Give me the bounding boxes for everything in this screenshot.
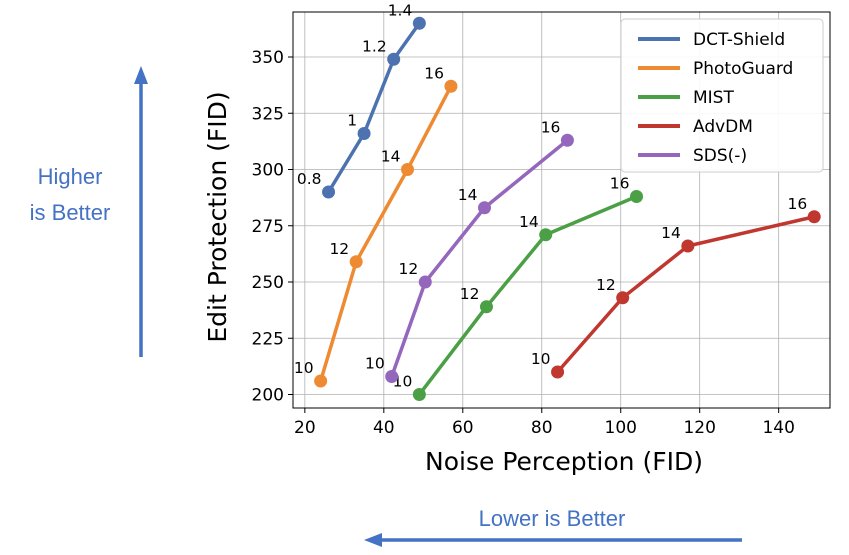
data-point-sds [385,370,399,383]
point-label-advdm: 14 [661,224,681,242]
point-label-sds: 10 [365,355,385,373]
point-label-dct-shield: 1.2 [362,37,387,55]
legend-label-photoguard: PhotoGuard [693,59,793,79]
data-point-advdm [551,365,565,379]
data-point-mist [539,228,553,242]
lower-label: Lower is Better [479,506,626,531]
y-tick-label: 250 [252,273,284,293]
point-label-sds: 12 [399,260,419,278]
x-tick-label: 40 [373,418,395,438]
series-advdm: 10 12 14 16 [531,195,821,379]
series-line-advdm [556,215,815,374]
series-group: 0.811.21.4101214161012141610121416101214… [294,1,821,401]
y-axis-title: Edit Protection (FID) [203,91,232,342]
legend: DCT-Shield PhotoGuard MIST AdvDM SDS(-) [620,18,824,173]
data-point-photoguard [444,79,458,93]
y-tick-label: 225 [252,329,284,349]
series-sds: 10 12 14 16 [365,118,574,383]
y-tick-label: 275 [252,217,284,237]
data-point-dct-shield [387,52,401,66]
data-point-mist [412,388,426,401]
plot-frame [292,11,831,409]
data-point-mist [630,190,644,203]
data-point-sds [418,275,432,289]
series-mist: 10 12 14 16 [393,175,644,401]
data-point-mist [479,300,493,314]
x-tick-label: 80 [531,418,553,438]
higher-line-2: is Better [30,200,111,225]
x-tick-label: 100 [605,418,637,438]
data-point-photoguard [349,255,363,269]
x-tick-label: 20 [294,418,316,438]
x-tick-label: 60 [452,418,474,438]
series-line-photoguard [318,85,453,382]
lower-is-better-annotation: Lower is Better [364,506,742,547]
axis-ticks: 20 40 60 80 100 120 140 200 225 250 275 300 325 350 [252,48,795,438]
point-label-advdm: 12 [596,276,616,294]
series-photoguard: 10 12 14 16 [294,64,458,388]
point-label-dct-shield: 1.4 [388,1,413,19]
y-tick-label: 200 [252,386,284,406]
higher-line-1: Higher [38,164,103,189]
legend-label-mist: MIST [693,88,734,108]
series-line-mist [417,194,638,396]
point-label-dct-shield: 1 [347,112,357,130]
y-tick-label: 300 [252,161,284,181]
point-label-advdm: 10 [531,350,551,368]
legend-label-dct-shield: DCT-Shield [693,30,785,50]
series-line-sds [390,138,569,378]
y-tick-label: 325 [252,104,284,124]
up-arrow-head [134,66,148,84]
data-point-advdm [616,291,630,305]
legend-label-sds: SDS(-) [693,146,747,166]
data-point-photoguard [314,374,328,388]
x-axis-title: Noise Perception (FID) [425,447,703,476]
data-point-advdm [681,239,695,253]
data-point-photoguard [401,163,415,176]
data-point-sds [478,201,492,215]
point-label-photoguard: 12 [329,240,349,258]
x-tick-label: 140 [762,418,794,438]
data-point-dct-shield [322,185,336,199]
data-point-dct-shield [357,127,371,140]
y-tick-label: 350 [252,48,284,68]
point-label-photoguard: 10 [294,359,314,377]
data-point-advdm [807,210,821,224]
point-label-dct-shield: 0.8 [297,170,322,188]
point-label-photoguard: 16 [424,64,444,82]
point-label-mist: 16 [610,175,630,193]
left-arrow-head [364,533,382,547]
point-label-advdm: 16 [787,195,807,213]
series-line-dct-shield [327,22,421,193]
point-label-sds: 14 [458,186,478,204]
point-label-mist: 14 [519,213,539,231]
point-label-photoguard: 14 [381,148,401,166]
point-label-mist: 12 [460,285,480,303]
higher-is-better-annotation: Higher is Better [30,66,148,357]
series-dct-shield: 0.8 1 1.21.4 [297,1,426,199]
point-label-sds: 16 [541,118,561,136]
legend-label-advdm: AdvDM [693,117,753,137]
x-tick-label: 120 [683,418,715,438]
legend-box [620,18,824,173]
data-point-dct-shield [412,16,426,30]
data-point-sds [560,133,574,147]
